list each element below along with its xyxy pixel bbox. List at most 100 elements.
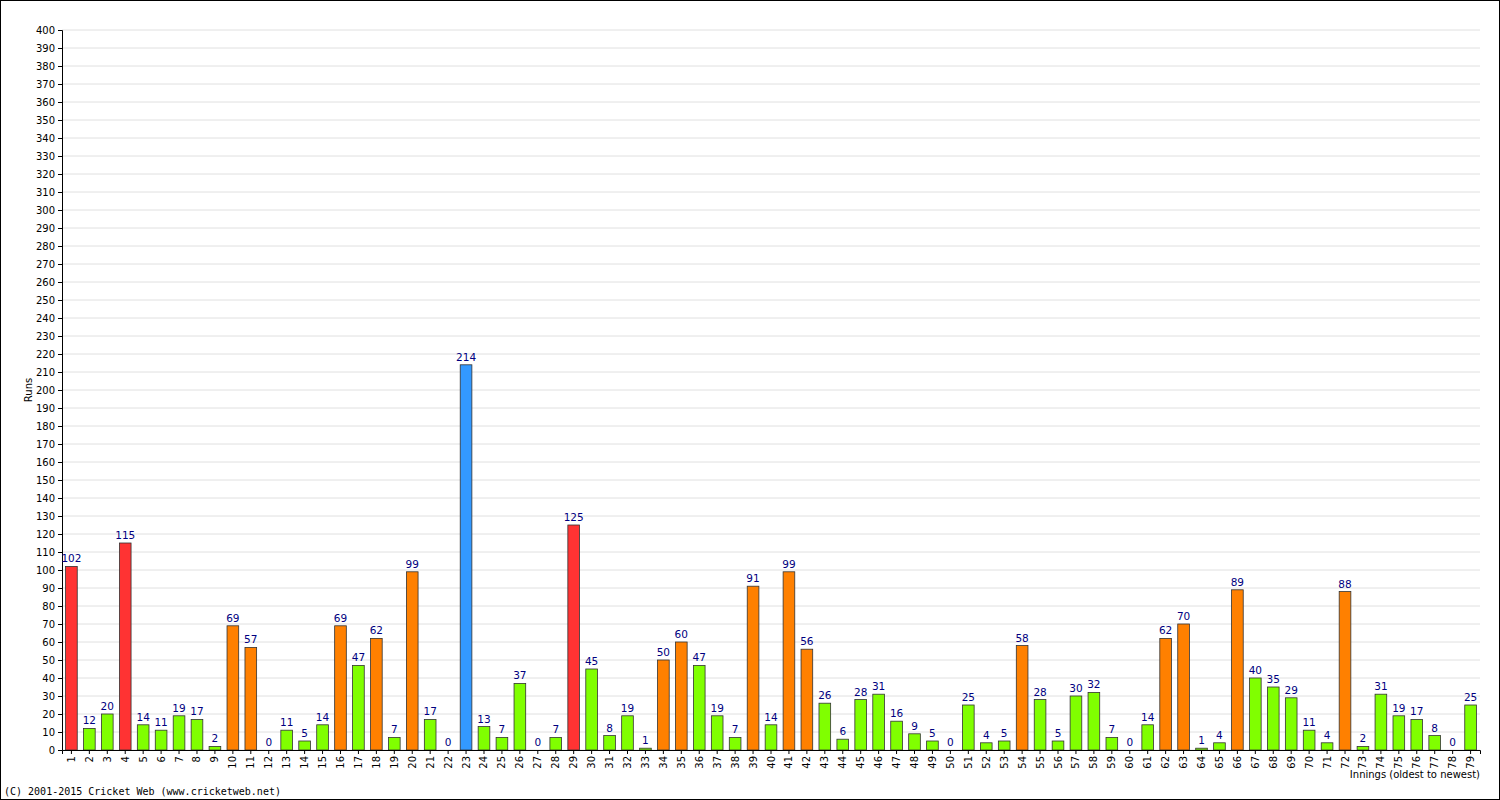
data-label: 7	[499, 723, 506, 735]
x-tick-mark	[268, 750, 269, 754]
y-tick: 120	[36, 529, 62, 540]
x-axis: 1234567891011121314151617181920212223242…	[63, 750, 1481, 769]
bar	[388, 737, 400, 750]
x-tick-label: 13	[281, 756, 292, 769]
x-tick-mark	[322, 750, 323, 754]
data-label: 14	[136, 711, 150, 723]
x-tick-mark	[1309, 750, 1310, 754]
data-label: 7	[552, 723, 559, 735]
grid-line	[62, 120, 1480, 121]
x-tick-mark	[1058, 750, 1059, 754]
x-tick-mark	[950, 750, 951, 754]
y-tick: 350	[36, 115, 62, 126]
data-label: 19	[710, 702, 723, 714]
x-tick: 19	[389, 750, 400, 769]
x-tick-label: 43	[819, 756, 830, 769]
x-tick-mark	[1147, 750, 1148, 754]
bar	[101, 714, 113, 750]
data-labels: 1021220115141119172695701151469476279917…	[61, 351, 1477, 748]
bar	[640, 748, 652, 750]
bar	[980, 743, 992, 750]
grid-line	[62, 84, 1480, 85]
x-tick-label: 7	[174, 756, 185, 762]
x-tick-label: 75	[1393, 756, 1404, 769]
x-tick: 78	[1447, 750, 1458, 769]
bar	[1393, 716, 1405, 750]
y-tick-label: 270	[36, 259, 55, 270]
y-tick: 90	[42, 583, 62, 594]
x-tick: 37	[712, 750, 723, 769]
y-tick-label: 140	[36, 493, 55, 504]
x-tick-mark	[89, 750, 90, 754]
x-tick-label: 78	[1447, 756, 1458, 769]
x-tick: 60	[1124, 750, 1135, 769]
plot: 0102030405060708090100110120130140150160…	[36, 25, 1481, 769]
bar	[622, 716, 634, 750]
x-tick-label: 18	[371, 756, 382, 769]
x-tick-label: 55	[1035, 756, 1046, 769]
bar	[1196, 748, 1208, 750]
y-tick: 340	[36, 133, 62, 144]
grid-line	[62, 444, 1480, 445]
x-tick: 26	[514, 750, 525, 769]
x-tick-label: 56	[1053, 756, 1064, 769]
y-tick: 290	[36, 223, 62, 234]
x-tick-label: 35	[676, 756, 687, 769]
y-tick-label: 300	[36, 205, 55, 216]
x-tick-label: 24	[478, 756, 489, 769]
y-tick-label: 220	[36, 349, 55, 360]
data-label: 57	[244, 633, 257, 645]
data-label: 25	[962, 691, 975, 703]
x-tick-mark	[107, 750, 108, 754]
frame	[1, 1, 1500, 800]
bar	[1285, 698, 1297, 750]
bar	[604, 736, 616, 750]
data-label: 31	[872, 680, 885, 692]
x-tick-mark	[1129, 750, 1130, 754]
grid-line	[62, 480, 1480, 481]
x-tick: 65	[1214, 750, 1225, 769]
x-tick-label: 64	[1196, 756, 1207, 769]
y-tick-mark	[58, 750, 62, 751]
x-tick: 77	[1429, 750, 1440, 769]
bar	[353, 665, 365, 750]
x-tick-mark	[735, 750, 736, 754]
y-tick-mark	[58, 174, 62, 175]
x-tick-label: 67	[1250, 756, 1261, 769]
grid-line	[62, 498, 1480, 499]
y-tick-mark	[58, 732, 62, 733]
x-tick: 24	[478, 750, 489, 769]
y-tick-mark	[58, 606, 62, 607]
bar	[137, 725, 149, 750]
x-tick: 14	[299, 750, 310, 769]
x-tick-label: 70	[1304, 756, 1315, 769]
x-tick-mark	[1022, 750, 1023, 754]
x-tick: 12	[263, 750, 274, 769]
x-tick-label: 28	[550, 756, 561, 769]
data-label: 19	[621, 702, 634, 714]
y-tick-label: 330	[36, 151, 55, 162]
y-tick-mark	[58, 588, 62, 589]
x-tick: 31	[604, 750, 615, 769]
x-tick-label: 17	[353, 756, 364, 769]
x-tick-mark	[501, 750, 502, 754]
grid-line	[62, 282, 1480, 283]
y-tick-mark	[58, 120, 62, 121]
y-tick-mark	[58, 354, 62, 355]
x-tick-label: 38	[730, 756, 741, 769]
x-tick-label: 63	[1178, 756, 1189, 769]
data-label: 0	[265, 736, 272, 748]
x-tick-mark	[1093, 750, 1094, 754]
x-tick: 33	[640, 750, 651, 769]
bar	[765, 725, 777, 750]
y-tick-label: 230	[36, 331, 55, 342]
bar	[281, 730, 293, 750]
x-tick-label: 8	[191, 756, 202, 762]
y-tick: 130	[36, 511, 62, 522]
data-label: 32	[1087, 678, 1100, 690]
bar	[1178, 624, 1190, 750]
bar	[1016, 646, 1028, 750]
grid-line	[62, 66, 1480, 67]
data-label: 70	[1177, 610, 1190, 622]
x-tick-label: 6	[156, 756, 167, 762]
